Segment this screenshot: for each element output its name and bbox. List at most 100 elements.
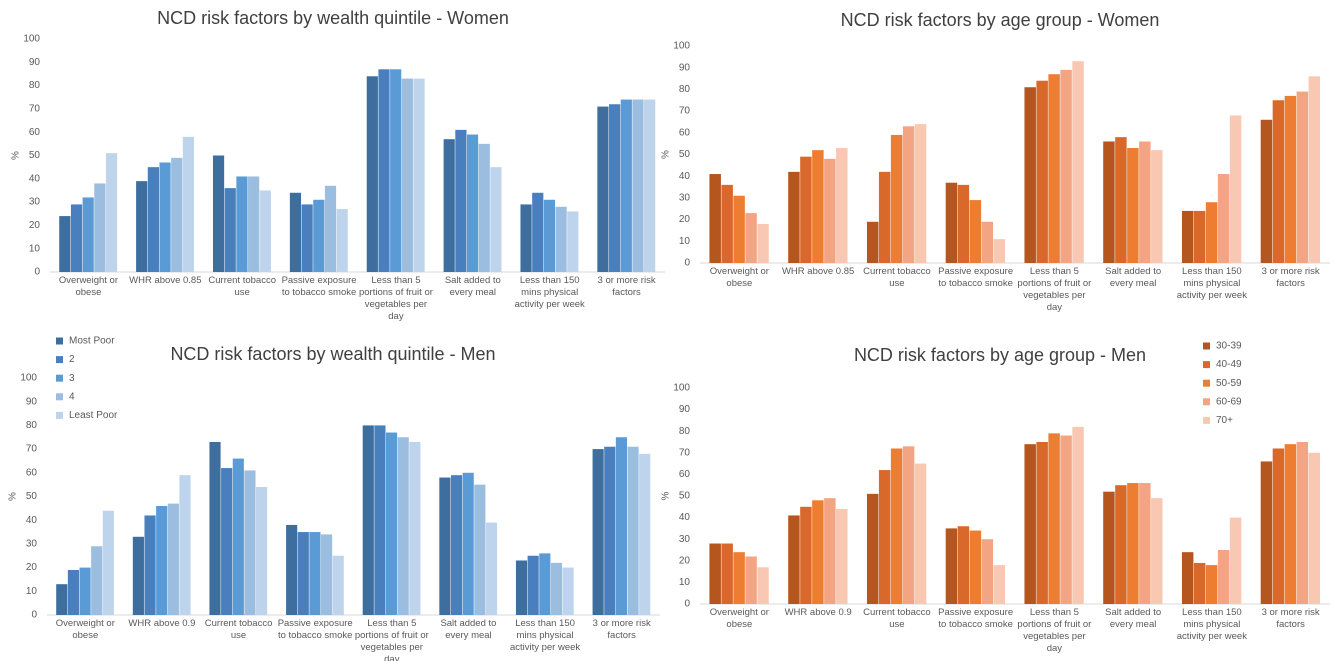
x-tick-label: Current tobacco use (204, 618, 273, 641)
x-label-box: WHR above 0.85 (129, 275, 201, 286)
x-label-box: 3 or more risk factors (598, 275, 656, 298)
bar (474, 484, 486, 615)
legend-label: 50-59 (1216, 378, 1242, 389)
bar (132, 536, 144, 615)
bar (1127, 483, 1139, 604)
bar (890, 448, 903, 604)
bar (455, 129, 467, 272)
bar (1260, 461, 1273, 604)
bar (1048, 74, 1060, 264)
bar (1181, 210, 1194, 263)
y-tick-label: 30 (679, 193, 691, 204)
x-tick-label: Salt added to every meal (444, 275, 501, 298)
bar (745, 556, 757, 604)
bar (79, 567, 91, 615)
bar (902, 126, 915, 263)
x-tick-label: Salt added to every meal (440, 618, 497, 641)
bar (1193, 562, 1206, 604)
bar (550, 562, 563, 615)
y-tick-label: 60 (679, 469, 691, 480)
bar (309, 532, 321, 615)
legend-label: Most Poor (69, 336, 115, 347)
x-tick-label: Overweight or obese (709, 266, 769, 289)
x-tick-label: Passive exposure to tobacco smoke (281, 275, 357, 298)
x-label-box: Less than 5 portions of fruit or vegetab… (359, 275, 433, 322)
x-tick-label: Overweight or obese (709, 607, 769, 630)
x-tick-label: Passive exposure to tobacco smoke (938, 607, 1014, 630)
bar (644, 99, 656, 272)
y-tick-label: 30 (679, 534, 691, 545)
bar (890, 134, 903, 263)
bar (969, 530, 982, 604)
bar (721, 184, 733, 263)
chart-title: NCD risk factors by wealth quintile - Wo… (157, 8, 509, 28)
x-label-box: Overweight or obese (709, 607, 769, 630)
bar (709, 543, 721, 604)
y-axis-label: % (11, 151, 22, 160)
y-tick-label: 80 (679, 84, 691, 95)
x-label-box: WHR above 0.9 (128, 618, 195, 629)
bar (244, 470, 256, 615)
y-tick-label: 20 (679, 214, 691, 225)
legend-swatch (56, 374, 63, 382)
y-tick-label: 90 (29, 57, 41, 68)
y-tick-label: 40 (26, 515, 38, 526)
bar (56, 584, 68, 615)
bar (212, 155, 225, 272)
legend-swatch (1203, 361, 1210, 369)
bar (336, 209, 348, 272)
bar (824, 498, 836, 604)
x-label-box: Salt added to every meal (1105, 266, 1161, 289)
x-tick-label: Less than 150 mins physical activity per… (509, 618, 581, 653)
bar (136, 181, 148, 272)
y-tick-label: 50 (26, 491, 38, 502)
bar (1229, 517, 1242, 604)
bar (209, 441, 221, 615)
legend-swatch (1203, 416, 1210, 424)
x-label-box: Less than 5 portions of fruit or vegetab… (1017, 266, 1091, 313)
bar (171, 157, 183, 272)
bar (1139, 483, 1151, 604)
bar (409, 441, 421, 615)
bar (812, 500, 824, 604)
bar (1072, 61, 1084, 263)
bar (1260, 119, 1273, 263)
x-tick-label: Less than 150 mins physical activity per… (514, 275, 585, 310)
y-tick-label: 30 (29, 197, 41, 208)
bar (450, 475, 463, 615)
y-tick-label: 90 (26, 396, 38, 407)
legend-label: 70+ (1216, 415, 1233, 426)
x-label-box: WHR above 0.9 (785, 607, 852, 618)
bar (1048, 433, 1060, 604)
bar (957, 184, 970, 263)
bar (443, 139, 455, 272)
bar (221, 468, 233, 615)
y-tick-label: 0 (684, 599, 690, 610)
bar (945, 182, 958, 263)
bar (102, 510, 114, 615)
bar (147, 167, 159, 272)
y-tick-label: 0 (34, 267, 40, 278)
y-tick-label: 60 (29, 127, 41, 138)
bar (562, 567, 574, 615)
y-tick-label: 10 (679, 577, 691, 588)
y-tick-label: 10 (679, 236, 691, 247)
bar (757, 567, 769, 604)
y-tick-label: 100 (673, 41, 690, 52)
bar (632, 99, 644, 272)
bar (1308, 76, 1321, 263)
bar (297, 532, 309, 615)
bar (745, 213, 757, 263)
y-tick-label: 50 (679, 149, 691, 160)
x-label-box: Less than 5 portions of fruit or vegetab… (355, 618, 429, 661)
bar (324, 185, 337, 272)
bar (232, 458, 244, 615)
bar (378, 69, 390, 272)
y-tick-label: 80 (679, 426, 691, 437)
y-tick-label: 70 (679, 447, 691, 458)
bar (224, 188, 236, 272)
bar (1036, 80, 1048, 263)
bar (1024, 87, 1036, 263)
legend-swatch (56, 337, 63, 345)
bar (439, 477, 451, 615)
